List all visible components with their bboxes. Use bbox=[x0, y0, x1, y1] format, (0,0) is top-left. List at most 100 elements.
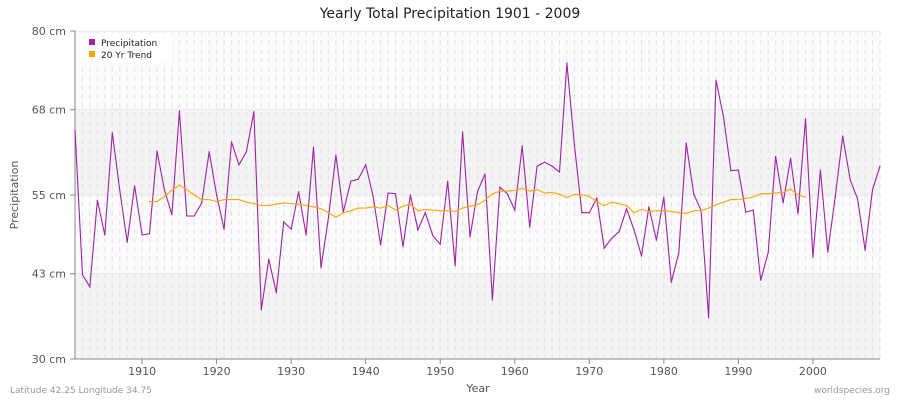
trend-point bbox=[335, 216, 337, 218]
x-tick-label: 1970 bbox=[575, 365, 603, 378]
precipitation-point bbox=[737, 169, 739, 171]
precipitation-point bbox=[804, 118, 807, 120]
trend-point bbox=[208, 198, 210, 201]
precipitation-point bbox=[603, 247, 605, 249]
trend-point bbox=[148, 200, 151, 203]
y-axis-label: Precipitation bbox=[8, 161, 21, 230]
trend-point bbox=[685, 212, 687, 214]
trend-point bbox=[320, 208, 322, 210]
precipitation-point bbox=[119, 189, 121, 191]
trend-point bbox=[558, 193, 561, 195]
trend-point bbox=[424, 208, 426, 211]
precipitation-point bbox=[834, 195, 836, 197]
trend-point bbox=[670, 210, 672, 212]
trend-point bbox=[342, 212, 344, 214]
trend-point bbox=[163, 195, 166, 197]
trend-point bbox=[357, 207, 359, 209]
precipitation-point bbox=[707, 317, 710, 319]
trend-point bbox=[461, 207, 464, 209]
precipitation-point bbox=[491, 299, 494, 301]
trend-point bbox=[476, 204, 479, 206]
trend-point bbox=[588, 195, 590, 197]
precipitation-point bbox=[74, 129, 76, 131]
trend-point bbox=[551, 191, 553, 193]
precipitation-point bbox=[148, 233, 151, 235]
x-tick-label: 1980 bbox=[650, 365, 678, 378]
precipitation-point bbox=[678, 252, 680, 254]
x-tick-label: 1940 bbox=[352, 365, 380, 378]
precipitation-point bbox=[387, 192, 389, 194]
trend-point bbox=[193, 194, 195, 196]
precipitation-point bbox=[260, 309, 262, 311]
trend-point bbox=[290, 202, 292, 205]
trend-point bbox=[156, 200, 158, 203]
precipitation-point bbox=[275, 292, 277, 294]
trend-point bbox=[700, 210, 702, 212]
trend-point bbox=[380, 207, 382, 209]
precipitation-point bbox=[305, 234, 307, 236]
trend-point bbox=[171, 189, 173, 192]
trend-point bbox=[238, 198, 240, 201]
trend-point bbox=[499, 190, 501, 192]
precipitation-point bbox=[454, 265, 456, 267]
trend-point bbox=[491, 193, 494, 195]
trend-point bbox=[678, 212, 680, 214]
trend-point bbox=[514, 189, 516, 192]
precipitation-point bbox=[864, 249, 866, 251]
trend-point bbox=[730, 198, 732, 201]
trend-point bbox=[707, 207, 710, 209]
trend-point bbox=[603, 204, 605, 207]
precipitation-point bbox=[752, 209, 754, 211]
precipitation-point bbox=[812, 256, 814, 258]
trend-point bbox=[469, 205, 471, 207]
chart-title: Yearly Total Precipitation 1901 - 2009 bbox=[319, 6, 581, 22]
precipitation-point bbox=[789, 157, 792, 159]
precipitation-point bbox=[171, 214, 173, 216]
precipitation-point bbox=[141, 234, 143, 236]
precipitation-point bbox=[849, 179, 851, 181]
trend-point bbox=[260, 204, 262, 207]
legend-swatch-precipitation bbox=[89, 39, 95, 45]
trend-point bbox=[804, 196, 807, 198]
precipitation-point bbox=[335, 154, 337, 156]
y-tick-label: 55 cm bbox=[32, 189, 66, 202]
precipitation-point bbox=[96, 199, 98, 201]
x-tick-label: 2000 bbox=[799, 365, 827, 378]
trend-point bbox=[655, 210, 657, 212]
trend-point bbox=[327, 212, 330, 214]
trend-point bbox=[439, 210, 441, 212]
precipitation-point bbox=[409, 194, 412, 196]
trend-point bbox=[760, 193, 762, 195]
precipitation-point bbox=[283, 221, 285, 223]
precipitation-point bbox=[81, 274, 84, 276]
trend-point bbox=[484, 199, 486, 201]
precipitation-point bbox=[693, 193, 695, 195]
precipitation-point bbox=[312, 146, 315, 148]
precipitation-point bbox=[380, 244, 382, 246]
trend-point bbox=[223, 198, 225, 201]
trend-point bbox=[268, 204, 270, 207]
precipitation-point bbox=[760, 279, 762, 281]
precipitation-point bbox=[655, 239, 657, 241]
trend-point bbox=[715, 204, 717, 206]
trend-point bbox=[305, 204, 307, 207]
x-axis-label: Year bbox=[465, 382, 490, 395]
trend-point bbox=[752, 196, 754, 198]
trend-point bbox=[789, 188, 792, 190]
trend-point bbox=[573, 193, 575, 195]
precipitation-point bbox=[558, 171, 561, 173]
precipitation-point bbox=[484, 173, 486, 175]
precipitation-point bbox=[201, 202, 203, 204]
y-tick-label: 43 cm bbox=[32, 268, 66, 281]
trend-point bbox=[767, 193, 769, 195]
precipitation-point bbox=[432, 235, 434, 237]
trend-point bbox=[693, 210, 695, 212]
trend-point bbox=[365, 207, 367, 209]
precipitation-point bbox=[722, 116, 725, 118]
precipitation-point bbox=[819, 169, 821, 171]
precipitation-point bbox=[126, 241, 128, 243]
trend-point bbox=[409, 203, 412, 205]
x-tick-label: 1930 bbox=[277, 365, 305, 378]
trend-point bbox=[447, 210, 449, 212]
precipitation-point bbox=[611, 237, 613, 239]
